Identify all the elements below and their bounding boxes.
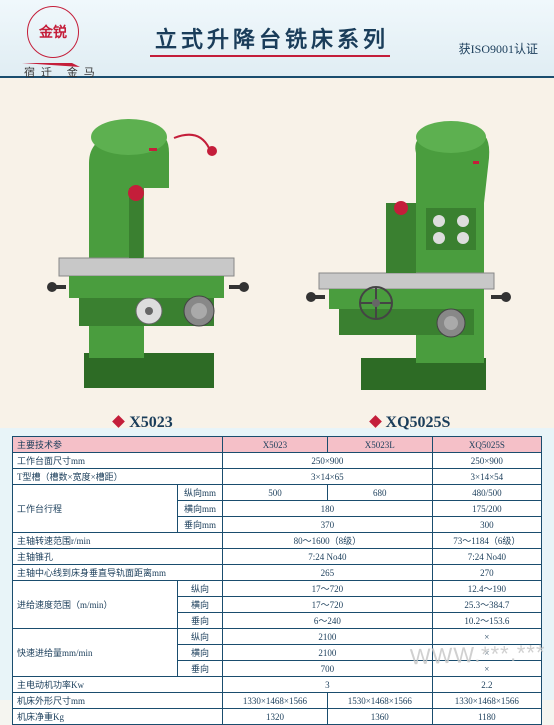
cell: 12.4～190 [432, 581, 541, 597]
row-label: 进给速度范围（m/min） [13, 581, 178, 629]
cell: 500 [223, 485, 328, 501]
spec-table: 主要技术参X5023X5023LXQ5025S工作台面尺寸mm250×90025… [12, 436, 542, 725]
row-sublabel: 垂向 [178, 613, 223, 629]
cell: 25.3～384.7 [432, 597, 541, 613]
certification-text: 获ISO9001认证 [459, 40, 538, 57]
row-sublabel: 横向 [178, 597, 223, 613]
row-label: 机床外形尺寸mm [13, 693, 223, 709]
cell: 270 [432, 565, 541, 581]
cell: 17～720 [223, 597, 433, 613]
cell: 175/200 [432, 501, 541, 517]
col-header: XQ5025S [432, 437, 541, 453]
col-header: X5023 [223, 437, 328, 453]
model-label-right: XQ5025S [371, 414, 451, 432]
row-label: T型槽（槽数×宽度×槽距） [13, 469, 223, 485]
row-sublabel: 垂向mm [178, 517, 223, 533]
cell: 1320 [223, 709, 328, 725]
diamond-icon [112, 415, 125, 428]
table-row: 主轴锥孔7:24 No407:24 No40 [13, 549, 542, 565]
cell: 10.2～153.6 [432, 613, 541, 629]
cell: 2100 [223, 645, 433, 661]
machine-image-xq5025s [301, 113, 521, 393]
diamond-icon [369, 415, 382, 428]
cell: 17～720 [223, 581, 433, 597]
cell: 250×900 [432, 453, 541, 469]
row-label: 工作台行程 [13, 485, 178, 533]
cell: 180 [223, 501, 433, 517]
cell: 3 [223, 677, 433, 693]
table-row: 工作台面尺寸mm250×900250×900 [13, 453, 542, 469]
page-title: 立式升降台铣床系列 [155, 22, 389, 54]
table-row: 进给速度范围（m/min）纵向17～72012.4～190 [13, 581, 542, 597]
cell: 1330×1468×1566 [223, 693, 328, 709]
row-sublabel: 垂向 [178, 661, 223, 677]
cell: 370 [223, 517, 433, 533]
table-row: T型槽（槽数×宽度×槽距）3×14×653×14×54 [13, 469, 542, 485]
cell: 680 [327, 485, 432, 501]
row-sublabel: 纵向 [178, 629, 223, 645]
cell: 3×14×54 [432, 469, 541, 485]
cell: 7:24 No40 [432, 549, 541, 565]
machine-left: X5023 [24, 98, 264, 408]
table-row: 主轴中心线到床身垂直导轨面距离mm265270 [13, 565, 542, 581]
header: 金锐 宿迁 金马 立式升降台铣床系列 获ISO9001认证 [0, 0, 554, 78]
row-label: 快速进给量mm/min [13, 629, 178, 677]
row-label: 主轴中心线到床身垂直导轨面距离mm [13, 565, 223, 581]
model-label-left: X5023 [114, 414, 173, 432]
cell: 73～1184（6级） [432, 533, 541, 549]
cell: 2.2 [432, 677, 541, 693]
watermark: WWW.***.*** [410, 640, 547, 671]
row-sublabel: 横向 [178, 645, 223, 661]
col-header: X5023L [327, 437, 432, 453]
row-sublabel: 纵向 [178, 581, 223, 597]
cell: 7:24 No40 [223, 549, 433, 565]
table-row: 机床净重Kg132013601180 [13, 709, 542, 725]
cell: 1330×1468×1566 [432, 693, 541, 709]
cell: 2100 [223, 629, 433, 645]
param-header: 主要技术参 [13, 437, 223, 453]
cell: 6～240 [223, 613, 433, 629]
table-row: 主电动机功率Kw32.2 [13, 677, 542, 693]
row-label: 机床净重Kg [13, 709, 223, 725]
table-row: 机床外形尺寸mm1330×1468×15661530×1468×15661330… [13, 693, 542, 709]
title-underline [150, 55, 390, 57]
cell: 1180 [432, 709, 541, 725]
cell: 265 [223, 565, 433, 581]
table-row: 主轴转速范围r/min80～1600（8级）73～1184（6级） [13, 533, 542, 549]
row-label: 主轴锥孔 [13, 549, 223, 565]
product-images-area: X5023 [0, 78, 554, 428]
cell: 1360 [327, 709, 432, 725]
cell: 1530×1468×1566 [327, 693, 432, 709]
machine-image-x5023 [34, 113, 254, 393]
row-sublabel: 纵向mm [178, 485, 223, 501]
table-header-row: 主要技术参X5023X5023LXQ5025S [13, 437, 542, 453]
row-label: 主电动机功率Kw [13, 677, 223, 693]
logo-text: 金锐 [39, 22, 67, 42]
logo-circle: 金锐 [27, 6, 79, 58]
cell: 480/500 [432, 485, 541, 501]
row-label: 工作台面尺寸mm [13, 453, 223, 469]
table-row: 工作台行程纵向mm500680480/500 [13, 485, 542, 501]
cell: 3×14×65 [223, 469, 433, 485]
logo-accent-icon [22, 54, 92, 62]
cell: 300 [432, 517, 541, 533]
cell: 700 [223, 661, 433, 677]
logo-area: 金锐 宿迁 金马 [12, 6, 132, 58]
machine-right: XQ5025S [291, 98, 531, 408]
cell: 250×900 [223, 453, 433, 469]
row-label: 主轴转速范围r/min [13, 533, 223, 549]
row-sublabel: 横向mm [178, 501, 223, 517]
cell: 80～1600（8级） [223, 533, 433, 549]
